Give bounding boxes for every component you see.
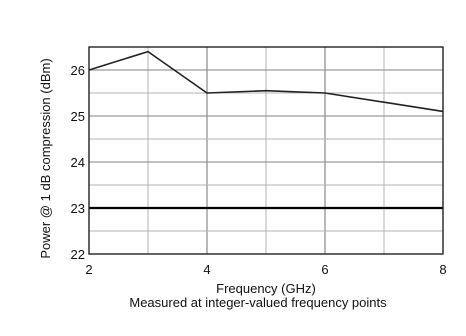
x-tick-label: 2	[85, 262, 92, 277]
x-axis-title: Frequency (GHz)	[216, 281, 316, 296]
y-tick-label: 22	[71, 247, 85, 262]
y-tick-label: 24	[71, 155, 85, 170]
series-layer	[88, 50, 444, 113]
y-tick-label: 23	[71, 201, 85, 216]
chart-caption: Measured at integer-valued frequency poi…	[129, 295, 387, 310]
y-tick-labels: 22 23 24 25 26	[71, 63, 85, 262]
x-tick-label: 4	[203, 262, 210, 277]
x-tick-label: 8	[439, 262, 446, 277]
series-line	[88, 50, 444, 113]
y-axis-title: Power @ 1 dB compression (dBm)	[38, 58, 53, 258]
y-tick-label: 25	[71, 109, 85, 124]
x-tick-label: 6	[321, 262, 328, 277]
plot-frame	[88, 46, 444, 255]
y-tick-label: 26	[71, 63, 85, 78]
x-tick-labels: 2 4 6 8	[85, 262, 446, 277]
